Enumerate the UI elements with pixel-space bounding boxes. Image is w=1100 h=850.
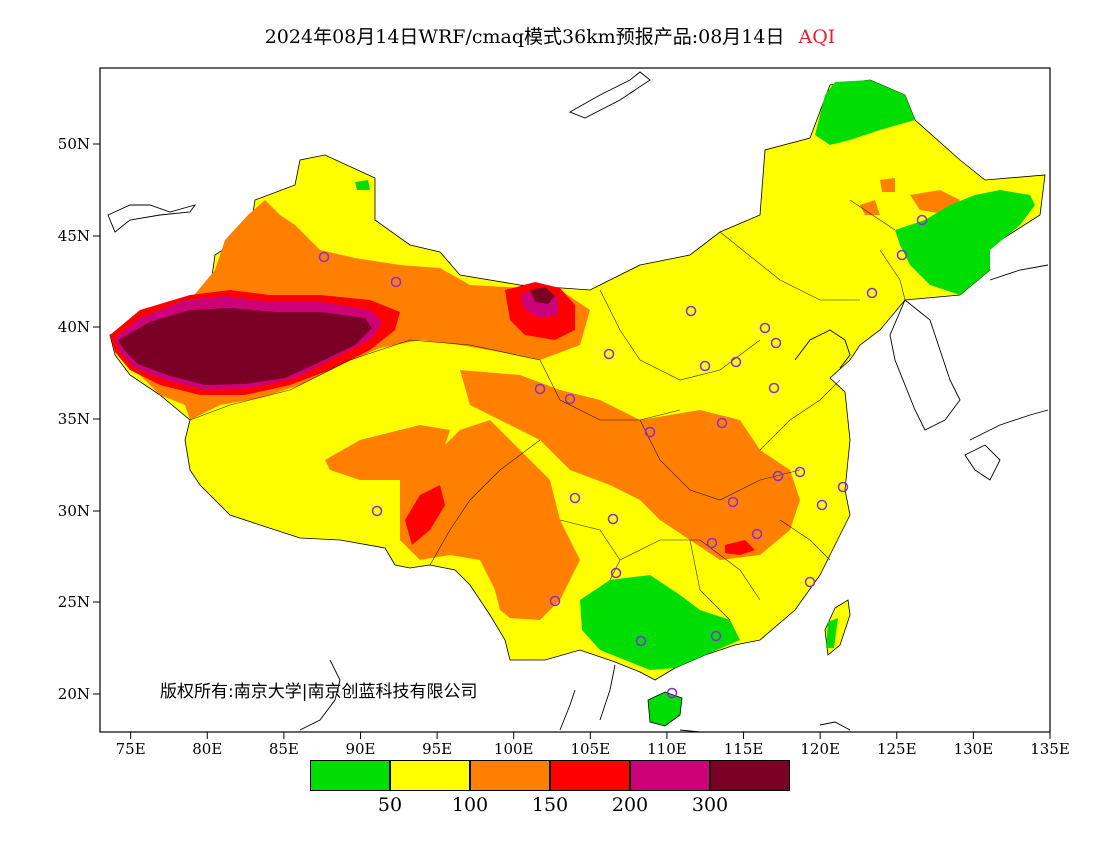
station-marker	[772, 470, 784, 482]
station-marker	[569, 492, 581, 504]
station-marker	[607, 513, 619, 525]
coastline-caspian	[107, 204, 197, 233]
lat-tick-label: 25N	[58, 593, 90, 611]
map-title: 2024年08月14日WRF/cmaq模式36km预报产品:08月14日 AQI	[0, 22, 1100, 49]
station-marker	[685, 305, 697, 317]
station-marker	[804, 576, 816, 588]
legend-swatch	[390, 760, 470, 791]
red-region-sichuan	[405, 485, 445, 545]
lon-tick-label: 95E	[422, 740, 452, 758]
copyright-text: 版权所有:南京大学|南京创蓝科技有限公司	[160, 682, 477, 702]
coastline-korea-japan	[889, 299, 961, 431]
station-marker	[534, 383, 546, 395]
legend-swatch	[310, 760, 390, 791]
station-marker	[794, 466, 806, 478]
station-marker	[318, 251, 330, 263]
lat-tick-label: 45N	[58, 227, 90, 245]
orange-region-yunnan-south	[495, 590, 545, 620]
lon-tick-label: 75E	[116, 740, 146, 758]
station-marker	[706, 537, 718, 549]
station-marker	[770, 337, 782, 349]
hainan-island	[647, 691, 683, 727]
lat-tick-label: 30N	[58, 502, 90, 520]
lon-tick-label: 90E	[345, 740, 375, 758]
legend-swatch	[630, 760, 710, 791]
station-marker	[564, 393, 576, 405]
coastline-philippines	[679, 721, 851, 732]
station-marker	[866, 287, 878, 299]
station-marker	[759, 322, 771, 334]
green-region-tibet-dot	[355, 180, 370, 190]
lat-tick-label: 20N	[58, 685, 90, 703]
legend-label: 200	[611, 794, 649, 816]
coastline-bohai	[794, 329, 851, 369]
green-region-guangxi	[580, 575, 740, 670]
lon-tick-label: 80E	[192, 740, 222, 758]
station-marker	[603, 348, 615, 360]
orange-region-sichuan	[400, 420, 580, 620]
maroon-region-inner-mongolia	[530, 287, 555, 304]
province-boundaries	[189, 199, 906, 621]
station-marker	[699, 360, 711, 372]
lat-tick-label: 35N	[58, 410, 90, 428]
station-marker	[768, 382, 780, 394]
station-marker	[666, 687, 678, 699]
station-marker	[916, 214, 928, 226]
station-marker	[896, 249, 908, 261]
lon-tick-label: 135E	[1030, 740, 1070, 758]
lon-tick-label: 85E	[269, 740, 299, 758]
lon-tick-label: 110E	[647, 740, 687, 758]
variable-label: AQI	[798, 26, 836, 48]
longitude-axis: 75E 80E 85E 90E 95E 100E 105E 110E 115E 120E 125E 1…	[116, 732, 1070, 758]
station-marker	[635, 635, 647, 647]
lon-tick-label: 125E	[877, 740, 917, 758]
coastline-japan-kyushu	[964, 444, 1001, 481]
lon-tick-label: 105E	[571, 740, 611, 758]
legend-label: 150	[531, 794, 569, 816]
legend-label: 100	[451, 794, 489, 816]
station-marker	[644, 426, 656, 438]
red-region-hunan	[725, 540, 755, 555]
lon-tick-label: 120E	[800, 740, 840, 758]
coastline-indochina	[299, 659, 616, 731]
station-marker	[751, 528, 763, 540]
coastline-japan	[969, 409, 1049, 441]
orange-region-ne-dots	[860, 178, 960, 215]
maroon-region-tarim	[118, 308, 372, 385]
coastline-baikal	[568, 71, 651, 119]
station-marker	[549, 595, 561, 607]
green-region-jilin	[895, 190, 1035, 295]
station-marker	[710, 630, 722, 642]
station-marker	[371, 505, 383, 517]
map-frame	[99, 67, 1051, 733]
title-text: 2024年08月14日WRF/cmaq模式36km预报产品:08月14日	[264, 26, 785, 48]
legend-label: 50	[377, 794, 403, 816]
lon-tick-label: 115E	[724, 740, 764, 758]
station-markers	[318, 214, 928, 699]
station-marker	[716, 417, 728, 429]
latitude-axis: 50N 45N 40N 35N 30N 25N 20N	[58, 135, 100, 703]
legend-swatch	[470, 760, 550, 791]
orange-region-tibet-east	[325, 425, 450, 480]
legend-swatch	[710, 760, 790, 791]
station-marker	[837, 481, 849, 493]
coastline-sakhalin	[989, 264, 1049, 281]
legend-label: 300	[691, 794, 729, 816]
orange-region-central	[460, 370, 800, 560]
lon-tick-label: 100E	[494, 740, 534, 758]
station-marker	[390, 276, 402, 288]
station-marker	[727, 496, 739, 508]
lat-tick-label: 40N	[58, 318, 90, 336]
china-yellow-region	[109, 79, 1046, 681]
lat-tick-label: 50N	[58, 135, 90, 153]
green-region-heilongjiang	[815, 80, 915, 145]
station-marker	[816, 499, 828, 511]
lon-tick-label: 130E	[954, 740, 994, 758]
station-marker	[610, 567, 622, 579]
legend-swatch	[550, 760, 630, 791]
station-marker	[730, 356, 742, 368]
